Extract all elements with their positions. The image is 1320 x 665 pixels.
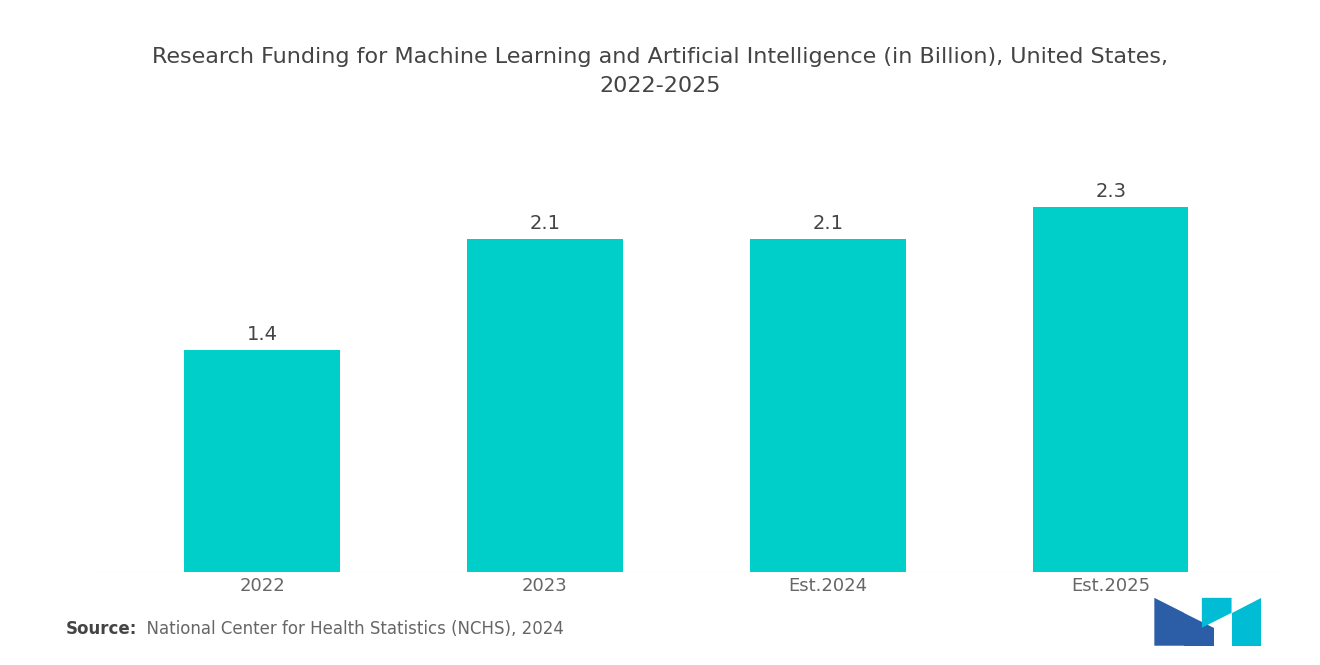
Text: 1.4: 1.4 bbox=[247, 325, 277, 344]
Polygon shape bbox=[1232, 598, 1262, 646]
Bar bbox=[467, 239, 623, 572]
Bar bbox=[185, 350, 339, 572]
Text: Source:: Source: bbox=[66, 620, 137, 638]
Polygon shape bbox=[1154, 598, 1184, 646]
Text: 2.3: 2.3 bbox=[1096, 182, 1126, 201]
Text: 2.1: 2.1 bbox=[529, 214, 561, 233]
Bar bbox=[1032, 207, 1188, 572]
Polygon shape bbox=[1203, 598, 1232, 628]
Polygon shape bbox=[1184, 613, 1214, 646]
Bar bbox=[750, 239, 906, 572]
Text: National Center for Health Statistics (NCHS), 2024: National Center for Health Statistics (N… bbox=[136, 620, 564, 638]
Text: 2.1: 2.1 bbox=[812, 214, 843, 233]
Text: Research Funding for Machine Learning and Artificial Intelligence (in Billion), : Research Funding for Machine Learning an… bbox=[152, 47, 1168, 96]
